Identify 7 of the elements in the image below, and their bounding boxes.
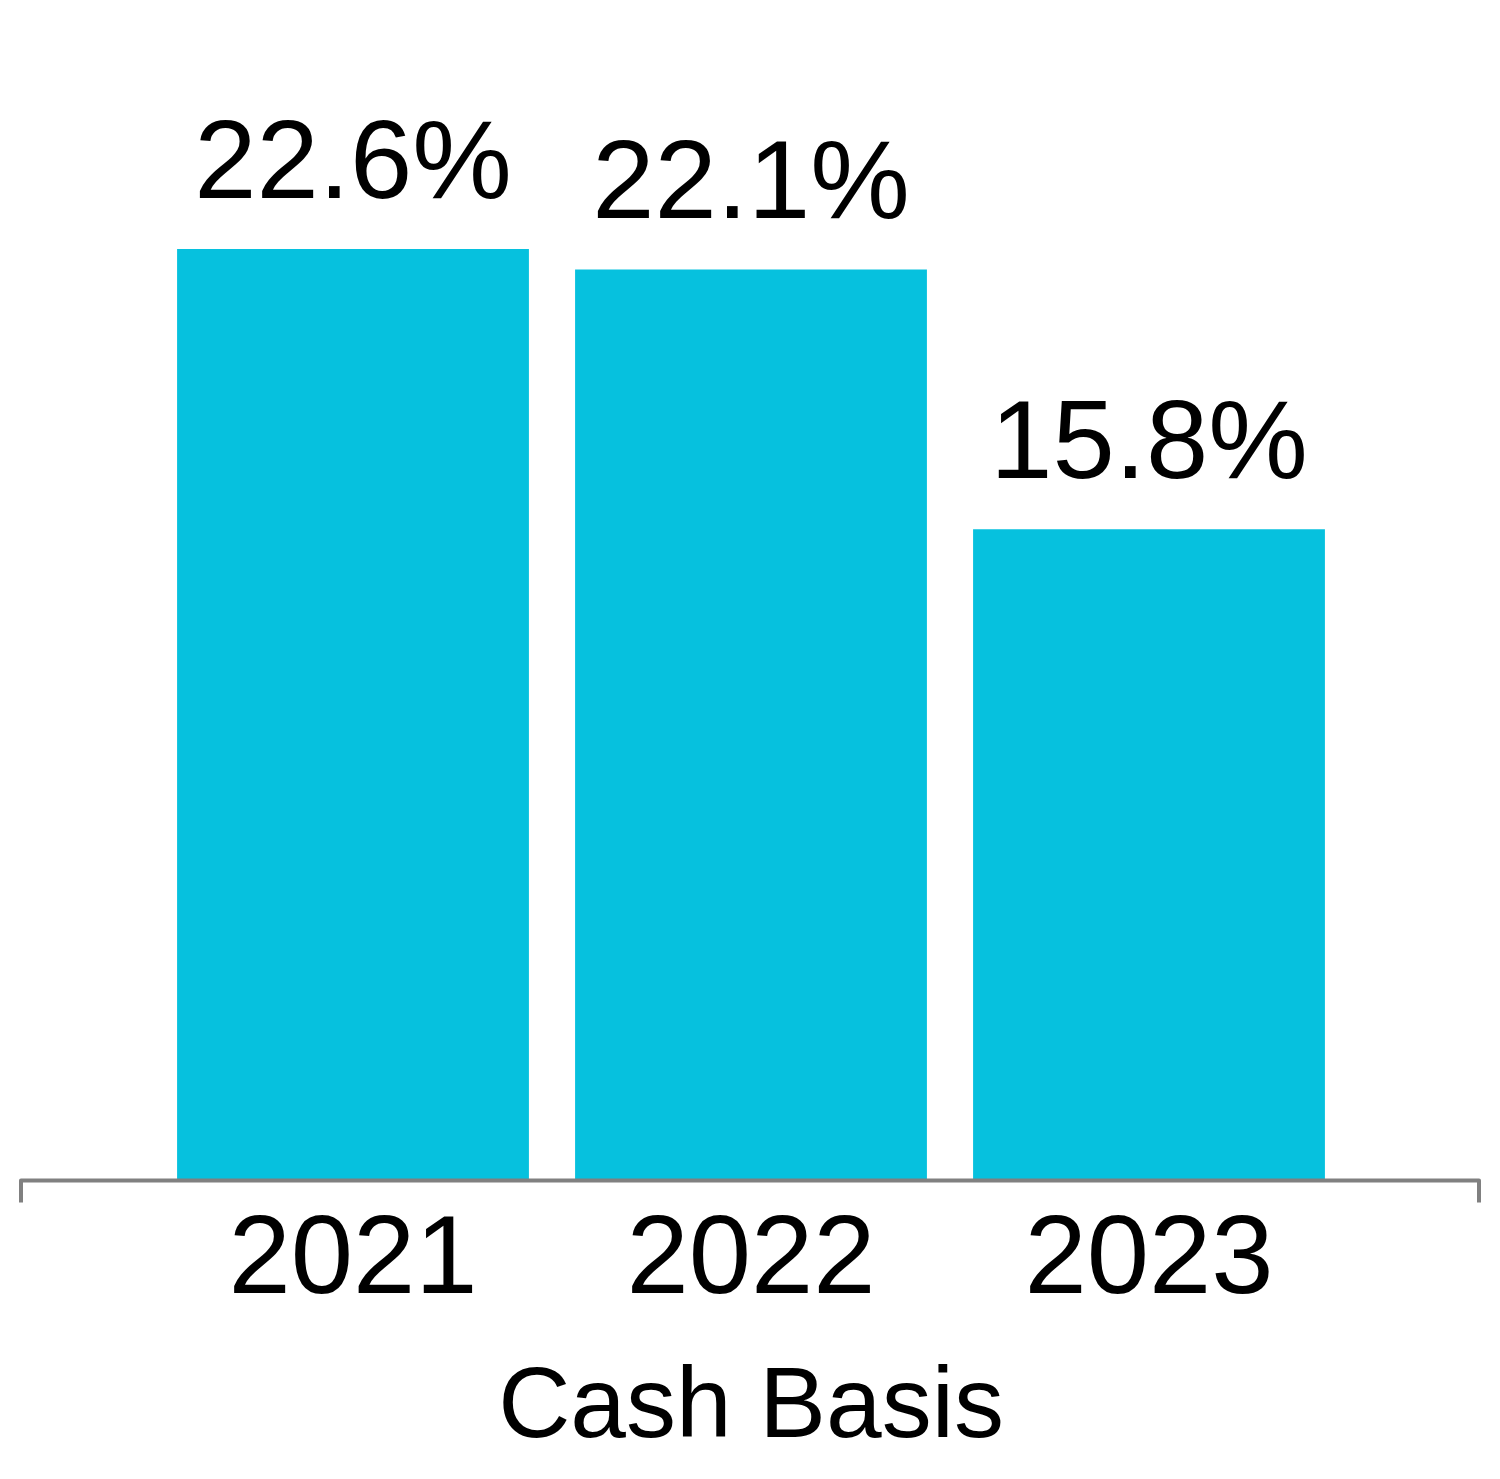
x-tick-label: 2023 bbox=[1024, 1191, 1274, 1317]
data-label: 15.8% bbox=[990, 377, 1308, 503]
data-label: 22.1% bbox=[592, 117, 910, 243]
data-label: 22.6% bbox=[194, 96, 512, 222]
x-axis-title: Cash Basis bbox=[498, 1345, 1004, 1458]
x-tick-label: 2021 bbox=[228, 1191, 478, 1317]
x-tick-label: 2022 bbox=[626, 1191, 876, 1317]
